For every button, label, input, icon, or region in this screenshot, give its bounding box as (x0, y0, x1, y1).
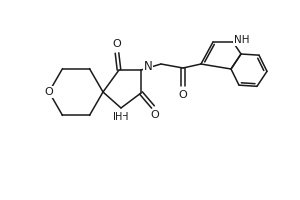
Text: O: O (112, 39, 122, 49)
Text: NH: NH (113, 112, 129, 122)
Text: N: N (144, 60, 152, 72)
Text: O: O (45, 87, 53, 97)
Text: H: H (115, 112, 123, 122)
Text: O: O (178, 90, 188, 100)
Text: O: O (151, 110, 159, 120)
Text: NH: NH (234, 35, 250, 45)
